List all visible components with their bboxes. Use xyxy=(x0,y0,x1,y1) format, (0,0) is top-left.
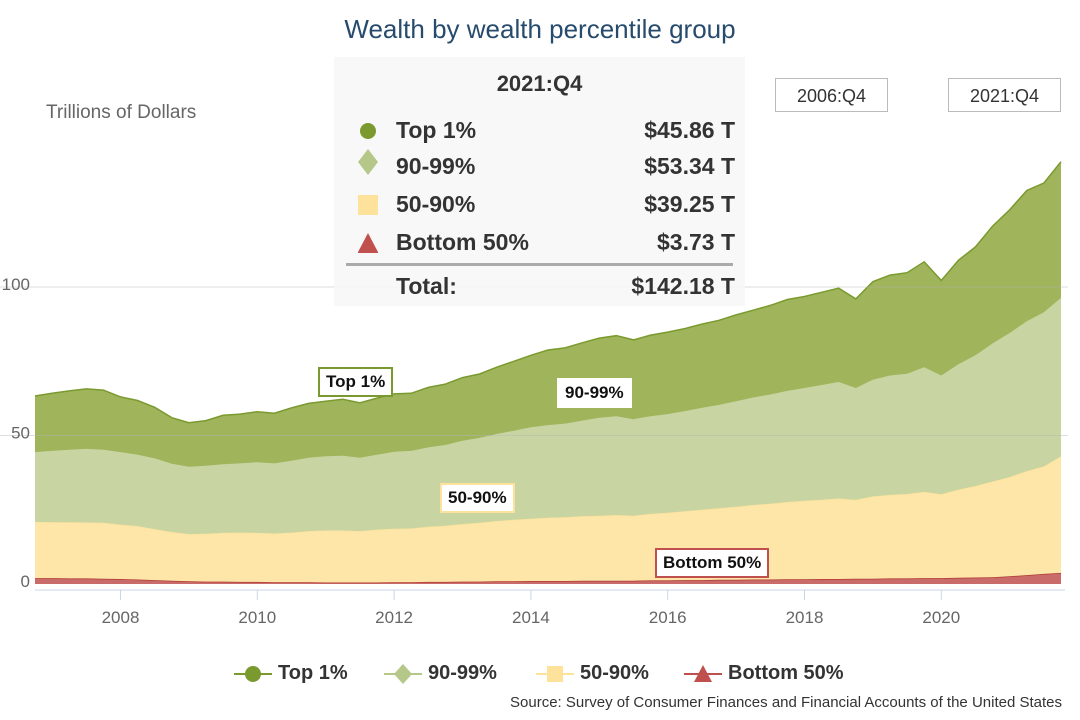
area-bottom-50[interactable] xyxy=(35,572,1061,584)
diamond-marker-icon xyxy=(384,664,422,684)
range-end-button[interactable]: 2021:Q4 xyxy=(948,78,1061,112)
source-note: Source: Survey of Consumer Finances and … xyxy=(510,694,1062,711)
area-top-1[interactable] xyxy=(35,161,1061,467)
annotation-bottom-50: Bottom 50% xyxy=(655,548,770,578)
area-90-99[interactable] xyxy=(35,297,1061,535)
x-tick-label: 2020 xyxy=(922,608,960,627)
tooltip-divider xyxy=(346,263,733,266)
diamond-marker-icon xyxy=(358,149,378,175)
annotation-top-1: Top 1% xyxy=(318,367,394,397)
line-top-1 xyxy=(34,161,1062,424)
y-tick-label: 50 xyxy=(11,424,30,443)
annotation-90-99: 90-99% xyxy=(557,378,632,408)
y-tick-label: 0 xyxy=(21,572,30,591)
annotation-50-90: 50-90% xyxy=(440,483,515,513)
tooltip-row-90-99: 90-99% $53.34 T xyxy=(334,149,745,187)
y-axis-label: Trillions of Dollars xyxy=(46,102,197,123)
range-start-button[interactable]: 2006:Q4 xyxy=(775,78,888,112)
chart-title: Wealth by wealth percentile group xyxy=(344,14,736,44)
legend: Top 1% 90-99% 50-90% Bottom 50% xyxy=(0,660,1080,688)
x-tick-label: 2012 xyxy=(375,608,413,627)
triangle-marker-icon xyxy=(358,233,378,253)
x-tick-label: 2008 xyxy=(102,608,140,627)
x-tick-label: 2010 xyxy=(238,608,276,627)
tooltip-row-top-1: Top 1% $45.86 T xyxy=(334,117,745,151)
tooltip: 2021:Q4 Top 1% $45.86 T 90-99% $53.34 T … xyxy=(334,57,745,306)
tooltip-total-row: Total: $142.18 T xyxy=(396,273,735,299)
circle-marker-icon xyxy=(234,666,272,682)
tooltip-row-bottom-50: Bottom 50% $3.73 T xyxy=(334,229,745,263)
area-50-90[interactable] xyxy=(35,456,1061,583)
x-tick-label: 2014 xyxy=(512,608,550,627)
square-marker-icon xyxy=(536,666,574,682)
triangle-marker-icon xyxy=(684,665,722,682)
tooltip-row-50-90: 50-90% $39.25 T xyxy=(334,191,745,225)
x-tick-label: 2018 xyxy=(786,608,824,627)
tooltip-period: 2021:Q4 xyxy=(496,71,583,96)
y-tick-label: 100 xyxy=(2,275,30,294)
circle-marker-icon xyxy=(360,123,376,139)
square-marker-icon xyxy=(358,195,378,215)
x-tick-label: 2016 xyxy=(649,608,687,627)
